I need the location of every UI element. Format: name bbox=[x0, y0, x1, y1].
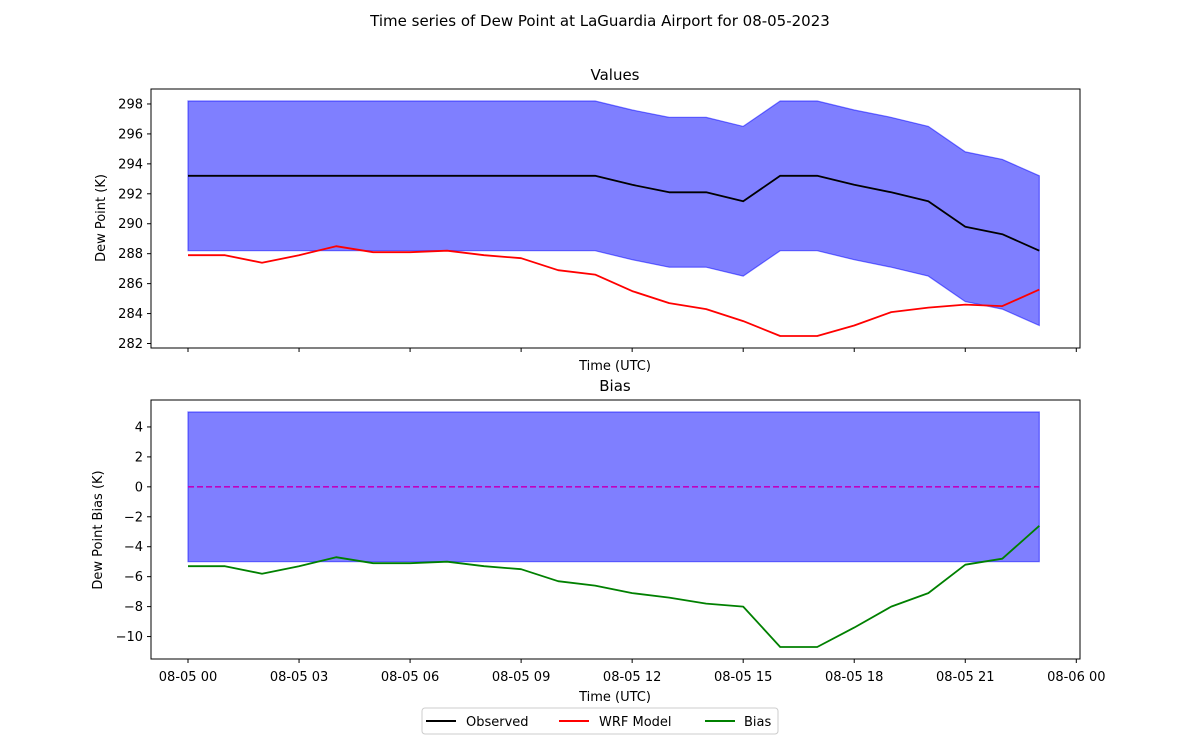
values-plot-area: 282 284 286 288 290 292 294 296 298 bbox=[118, 88, 1081, 352]
values-y-tick-label: 292 bbox=[118, 187, 143, 202]
legend-frame bbox=[421, 707, 779, 735]
bias-y-tick-label: 0 bbox=[135, 480, 143, 495]
values-y-tick-label: 286 bbox=[118, 277, 143, 292]
legend-label-observed: Observed bbox=[466, 715, 529, 730]
bias-x-tick-label: 08-05 00 bbox=[159, 670, 217, 685]
values-y-tick-label: 294 bbox=[118, 157, 143, 172]
legend-label-wrf-model: WRF Model bbox=[599, 715, 672, 730]
bias-y-tick-label: −6 bbox=[124, 570, 143, 585]
bias-axes-frame bbox=[150, 399, 1081, 660]
values-range-band bbox=[187, 100, 1040, 327]
bias-title: Bias bbox=[599, 377, 631, 395]
values-y-axis-label: Dew Point (K) bbox=[94, 174, 109, 262]
values-panel: Values 282 284 286 288 290 292 294 296 298 Time … bbox=[94, 66, 1081, 374]
legend-label-bias: Bias bbox=[744, 715, 771, 730]
bias-x-tick-label: 08-06 00 bbox=[1047, 670, 1105, 685]
figure-title: Time series of Dew Point at LaGuardia Ai… bbox=[369, 12, 830, 30]
bias-x-tick-label: 08-05 18 bbox=[825, 670, 883, 685]
values-y-tick-label: 288 bbox=[118, 247, 143, 262]
legend: Observed WRF Model Bias bbox=[421, 707, 779, 735]
bias-y-tick-label: −4 bbox=[124, 540, 143, 555]
bias-y-axis-label: Dew Point Bias (K) bbox=[91, 470, 106, 589]
bias-x-tick-label: 08-05 03 bbox=[270, 670, 328, 685]
values-y-tick-label: 298 bbox=[118, 97, 143, 112]
bias-panel: Bias −10 −8 −6 −4 −2 0 2 4 08-05 00 08-05 03 08-05… bbox=[91, 377, 1106, 705]
values-y-tick-label: 282 bbox=[118, 337, 143, 352]
bias-x-tick-label: 08-05 12 bbox=[603, 670, 661, 685]
values-series-observed bbox=[188, 174, 1040, 252]
bias-y-tick-label: −10 bbox=[116, 630, 143, 645]
values-y-tick-label: 296 bbox=[118, 127, 143, 142]
bias-y-tick-label: −2 bbox=[124, 510, 143, 525]
bias-x-tick-label: 08-05 15 bbox=[714, 670, 772, 685]
bias-x-axis-label: Time (UTC) bbox=[578, 690, 651, 705]
values-y-tick-label: 284 bbox=[118, 307, 143, 322]
bias-series-bias bbox=[188, 525, 1040, 648]
values-y-tick-label: 290 bbox=[118, 217, 143, 232]
values-title: Values bbox=[590, 66, 639, 84]
bias-x-tick-label: 08-05 06 bbox=[381, 670, 439, 685]
bias-plot-area: −10 −8 −6 −4 −2 0 2 4 08-05 00 08-05 03 08-05 06 08… bbox=[116, 399, 1106, 685]
bias-x-tick-label: 08-05 09 bbox=[492, 670, 550, 685]
values-series-wrf-model bbox=[188, 245, 1040, 337]
values-axes-frame bbox=[150, 88, 1081, 349]
bias-y-tick-label: −8 bbox=[124, 600, 143, 615]
bias-y-tick-label: 4 bbox=[135, 420, 143, 435]
bias-y-tick-label: 2 bbox=[135, 450, 143, 465]
bias-x-tick-label: 08-05 21 bbox=[936, 670, 994, 685]
values-x-axis-label: Time (UTC) bbox=[578, 359, 651, 374]
